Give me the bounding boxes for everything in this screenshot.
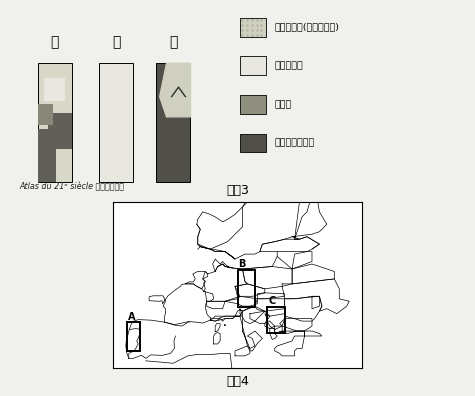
Bar xyxy=(99,63,133,182)
Bar xyxy=(240,133,266,152)
Text: カトリック: カトリック xyxy=(275,61,304,70)
Bar xyxy=(44,78,65,101)
Bar xyxy=(238,270,255,307)
Text: B: B xyxy=(238,259,246,270)
Text: C: C xyxy=(268,296,276,306)
Text: 図　3: 図 3 xyxy=(226,184,249,197)
Bar xyxy=(38,63,72,182)
Bar xyxy=(38,104,53,125)
Bar xyxy=(38,129,57,182)
Bar xyxy=(267,307,285,333)
Text: イスラーム(イスラム教): イスラーム(イスラム教) xyxy=(275,23,340,32)
Bar xyxy=(240,56,266,75)
Text: プロテスタント: プロテスタント xyxy=(275,139,315,148)
Text: ク: ク xyxy=(169,36,178,50)
Bar xyxy=(240,95,266,114)
Text: 図　4: 図 4 xyxy=(226,375,249,388)
Text: A: A xyxy=(128,312,135,322)
Bar xyxy=(48,113,72,149)
Text: キ: キ xyxy=(112,36,121,50)
Bar xyxy=(127,322,140,351)
Text: Atlas du 21ᵉ siècle により作成。: Atlas du 21ᵉ siècle により作成。 xyxy=(19,182,124,191)
Text: 正教会: 正教会 xyxy=(275,100,292,109)
Bar xyxy=(240,18,266,36)
Polygon shape xyxy=(160,63,190,117)
Text: カ: カ xyxy=(50,36,59,50)
Bar xyxy=(156,63,190,182)
